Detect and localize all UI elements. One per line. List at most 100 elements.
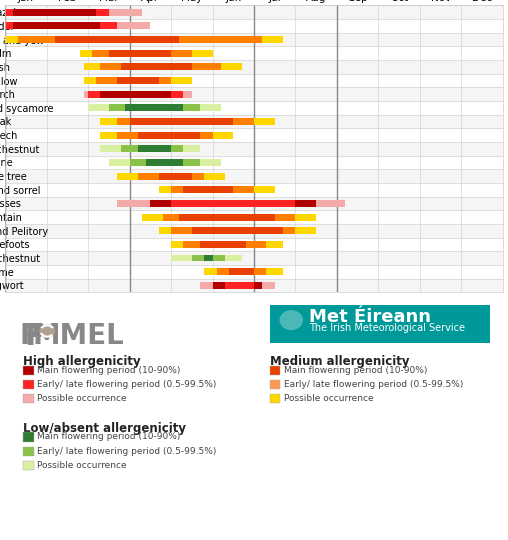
- FancyBboxPatch shape: [23, 433, 34, 442]
- Bar: [192, 255, 225, 261]
- Bar: [97, 9, 109, 16]
- Bar: [225, 282, 254, 289]
- Bar: [138, 173, 204, 179]
- Bar: [101, 23, 117, 29]
- Bar: [125, 104, 183, 111]
- Bar: [55, 36, 179, 43]
- Bar: [5, 5, 503, 19]
- Text: Medium allergenicity: Medium allergenicity: [270, 355, 409, 368]
- Bar: [171, 227, 296, 234]
- Bar: [117, 77, 158, 84]
- Bar: [5, 142, 503, 156]
- Bar: [5, 251, 503, 265]
- Text: MMEL: MMEL: [33, 322, 124, 350]
- Bar: [117, 118, 254, 125]
- Bar: [101, 63, 221, 70]
- Bar: [121, 63, 192, 70]
- Bar: [109, 159, 221, 166]
- Bar: [138, 132, 200, 139]
- Bar: [13, 23, 101, 29]
- Text: The Irish Meteorological Service: The Irish Meteorological Service: [309, 323, 465, 333]
- Bar: [88, 104, 221, 111]
- Bar: [5, 60, 503, 73]
- Bar: [84, 91, 192, 98]
- Bar: [13, 9, 97, 16]
- Bar: [5, 23, 150, 29]
- Bar: [158, 186, 275, 193]
- FancyBboxPatch shape: [23, 366, 34, 375]
- Bar: [5, 87, 503, 101]
- Bar: [5, 279, 503, 292]
- Bar: [204, 268, 283, 275]
- Bar: [109, 104, 200, 111]
- Bar: [117, 200, 345, 207]
- Bar: [101, 91, 171, 98]
- Bar: [212, 282, 262, 289]
- Bar: [109, 50, 171, 57]
- Bar: [88, 91, 101, 98]
- Bar: [183, 241, 266, 248]
- FancyBboxPatch shape: [270, 297, 490, 343]
- Bar: [158, 227, 316, 234]
- Bar: [84, 77, 192, 84]
- Bar: [130, 159, 200, 166]
- Bar: [101, 132, 233, 139]
- Text: Main flowering period (10-90%): Main flowering period (10-90%): [38, 433, 181, 442]
- Bar: [5, 114, 503, 129]
- Bar: [150, 200, 316, 207]
- Bar: [216, 268, 266, 275]
- Bar: [84, 63, 242, 70]
- Wedge shape: [41, 325, 54, 329]
- Bar: [101, 118, 275, 125]
- Bar: [5, 23, 13, 29]
- Bar: [146, 159, 183, 166]
- Bar: [121, 145, 183, 152]
- Bar: [117, 173, 225, 179]
- Text: Main flowering period (10-90%): Main flowering period (10-90%): [38, 366, 181, 375]
- Bar: [97, 77, 171, 84]
- Bar: [192, 227, 283, 234]
- Bar: [171, 255, 242, 261]
- Text: Met Éireann: Met Éireann: [309, 308, 431, 326]
- Bar: [101, 145, 200, 152]
- Bar: [229, 268, 254, 275]
- Bar: [171, 186, 254, 193]
- Bar: [5, 9, 142, 16]
- Bar: [17, 36, 262, 43]
- Text: Early/ late flowering period (0.5-99.5%): Early/ late flowering period (0.5-99.5%): [284, 380, 464, 389]
- Text: Possible occurrence: Possible occurrence: [284, 394, 374, 403]
- Text: High allergenicity: High allergenicity: [23, 355, 140, 368]
- Bar: [80, 50, 212, 57]
- Bar: [171, 91, 183, 98]
- Bar: [5, 9, 13, 16]
- Bar: [204, 255, 212, 261]
- Bar: [163, 214, 296, 220]
- Text: Possible occurrence: Possible occurrence: [38, 461, 127, 470]
- Text: Main flowering period (10-90%): Main flowering period (10-90%): [284, 366, 428, 375]
- Bar: [5, 197, 503, 210]
- Bar: [179, 214, 275, 220]
- Bar: [5, 224, 503, 238]
- Wedge shape: [40, 333, 53, 338]
- Bar: [171, 241, 283, 248]
- Bar: [117, 132, 212, 139]
- Text: P: P: [20, 322, 40, 350]
- Text: Early/ late flowering period (0.5-99.5%): Early/ late flowering period (0.5-99.5%): [38, 380, 217, 389]
- Circle shape: [40, 325, 55, 338]
- Text: Possible occurrence: Possible occurrence: [38, 394, 127, 403]
- Bar: [183, 186, 233, 193]
- FancyBboxPatch shape: [23, 394, 34, 403]
- Bar: [130, 118, 233, 125]
- Bar: [158, 173, 192, 179]
- Bar: [142, 214, 316, 220]
- Circle shape: [279, 310, 303, 330]
- FancyBboxPatch shape: [23, 461, 34, 470]
- Bar: [200, 282, 275, 289]
- FancyBboxPatch shape: [270, 380, 280, 389]
- FancyBboxPatch shape: [23, 380, 34, 389]
- Bar: [138, 145, 171, 152]
- Bar: [92, 50, 192, 57]
- Bar: [171, 200, 296, 207]
- Text: P: P: [25, 322, 47, 351]
- FancyBboxPatch shape: [23, 447, 34, 456]
